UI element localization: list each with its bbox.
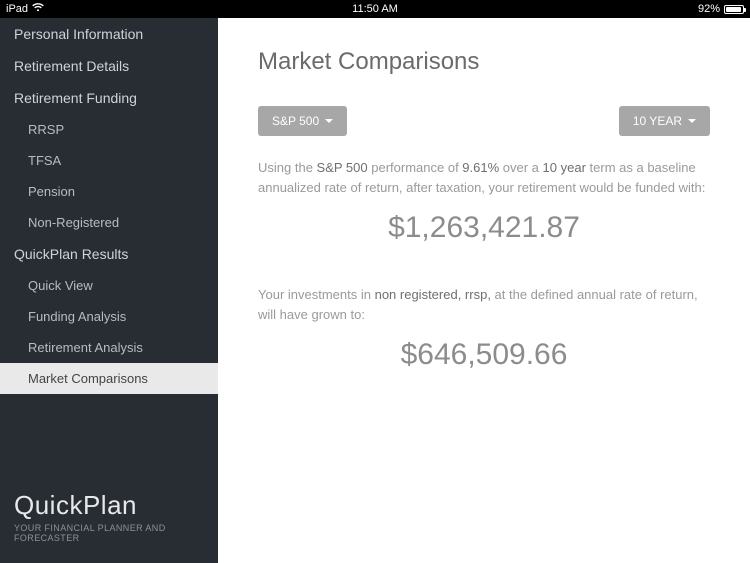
sidebar-subitem-quick-view[interactable]: Quick View	[0, 270, 218, 301]
sidebar-subitem-funding-analysis[interactable]: Funding Analysis	[0, 301, 218, 332]
term-select[interactable]: 10 YEAR	[619, 106, 710, 136]
chevron-down-icon	[688, 119, 696, 123]
sidebar-subitem-retirement-analysis[interactable]: Retirement Analysis	[0, 332, 218, 363]
main-content: Market Comparisons S&P 500 10 YEAR Using…	[218, 18, 750, 563]
grown-amount: $646,509.66	[258, 338, 710, 372]
sidebar-subitem-tfsa[interactable]: TFSA	[0, 145, 218, 176]
brand-bold: Plan	[83, 490, 137, 520]
sidebar-item-retirement-details[interactable]: Retirement Details	[0, 50, 218, 82]
page-title: Market Comparisons	[258, 48, 710, 76]
device-label: iPad	[6, 3, 28, 15]
brand-block: QuickPlan YOUR FINANCIAL PLANNER AND FOR…	[0, 474, 218, 563]
term-select-label: 10 YEAR	[633, 114, 682, 128]
brand-title: QuickPlan	[14, 490, 204, 521]
wifi-icon	[32, 3, 44, 15]
index-select-label: S&P 500	[272, 114, 319, 128]
clock: 11:50 AM	[352, 3, 398, 15]
status-bar: iPad 11:50 AM 92%	[0, 0, 750, 18]
funded-amount: $1,263,421.87	[258, 211, 710, 245]
baseline-paragraph: Using the S&P 500 performance of 9.61% o…	[258, 158, 710, 197]
brand-light: Quick	[14, 490, 83, 520]
sidebar-subitem-pension[interactable]: Pension	[0, 176, 218, 207]
sidebar-subitem-non-registered[interactable]: Non-Registered	[0, 207, 218, 238]
sidebar-item-personal-information[interactable]: Personal Information	[0, 18, 218, 50]
sidebar-subitem-market-comparisons[interactable]: Market Comparisons	[0, 363, 218, 394]
chevron-down-icon	[325, 119, 333, 123]
battery-percent: 92%	[698, 3, 720, 15]
battery-icon	[724, 5, 744, 14]
sidebar-item-quickplan-results[interactable]: QuickPlan Results	[0, 238, 218, 270]
sidebar-item-retirement-funding[interactable]: Retirement Funding	[0, 82, 218, 114]
app-root: Personal InformationRetirement DetailsRe…	[0, 18, 750, 563]
filter-row: S&P 500 10 YEAR	[258, 106, 710, 136]
sidebar: Personal InformationRetirement DetailsRe…	[0, 18, 218, 563]
sidebar-subitem-rrsp[interactable]: RRSP	[0, 114, 218, 145]
investments-paragraph: Your investments in non registered, rrsp…	[258, 285, 710, 324]
index-select[interactable]: S&P 500	[258, 106, 347, 136]
brand-subtitle: YOUR FINANCIAL PLANNER AND FORECASTER	[14, 523, 204, 543]
